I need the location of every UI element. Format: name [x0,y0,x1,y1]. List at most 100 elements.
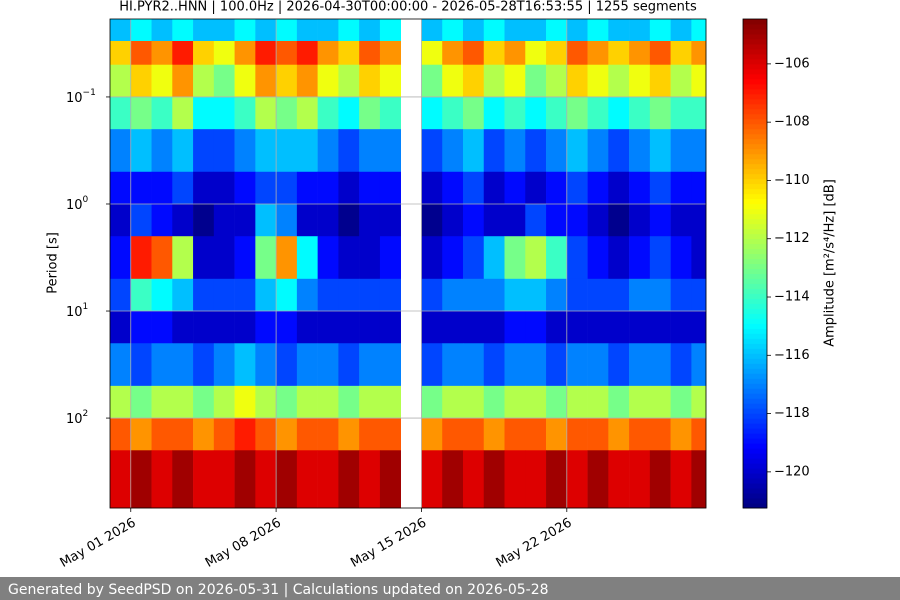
cell [462,450,485,509]
cell [151,343,173,387]
cell [255,64,277,98]
cell [110,40,132,66]
cell [483,418,505,451]
colorbar-segment [743,138,767,145]
cell [359,278,381,312]
cell [193,129,215,173]
y-tick-exponent: −1 [83,87,96,97]
cell [691,343,707,387]
y-tick-exponent: 0 [83,194,89,204]
colorbar-segment [743,308,767,314]
colorbar-segment [743,63,767,70]
cell [649,40,671,66]
cell [525,40,547,66]
cell [213,311,235,344]
colorbar-segment [743,68,767,75]
cell [317,40,339,66]
cell [691,450,707,509]
cell [421,64,443,98]
cell [462,278,485,312]
colorbar-segment [743,48,767,55]
cell [421,203,443,237]
cell [110,278,132,312]
cell [566,19,588,42]
cell [359,343,381,387]
cell [629,311,651,344]
cell [338,418,360,451]
cell [608,418,630,451]
cell [338,40,360,66]
cell [691,418,707,451]
cell [338,343,360,387]
colorbar-segment [743,288,767,294]
cell [649,236,671,280]
cell [462,385,485,419]
cell [359,171,381,205]
cell [670,236,692,280]
cell [359,203,381,237]
cell [587,343,609,387]
cell [546,385,568,419]
cell [525,19,547,42]
cell [421,129,443,173]
cell [421,278,443,312]
cell [504,450,526,509]
colorbar-segment [743,268,767,274]
cell [338,19,360,42]
cell [649,450,671,509]
cell [317,278,339,312]
cell [566,278,588,312]
colorbar-segment [743,83,767,90]
cell [172,418,194,451]
cell [379,40,401,66]
cell [255,343,277,387]
cell [151,311,173,344]
cell [421,343,443,387]
cell [504,418,526,451]
colorbar-segment [743,93,767,100]
cell [442,450,464,509]
cell [608,96,630,130]
colorbar-frame [742,18,768,509]
colorbar-segment [743,278,767,284]
colorbar-segment [743,28,767,35]
cell [421,19,443,42]
cell [587,64,609,98]
cell [525,129,547,173]
cell [359,418,381,451]
cell [691,311,707,344]
cell [442,385,464,419]
cell [213,129,235,173]
cell [504,343,526,387]
cell [130,385,152,419]
footer-bar [0,577,900,600]
cell [193,311,215,344]
cell [172,278,194,312]
cell [110,236,132,280]
y-tick-label: 100 [66,194,89,212]
cell [213,418,235,451]
cell [255,19,277,42]
colorbar-segment [743,213,767,220]
cell [213,96,235,130]
cell [130,40,152,66]
cell [130,171,152,205]
cell [629,171,651,205]
cell [587,236,609,280]
cell [193,343,215,387]
cell [359,129,381,173]
cell [442,236,464,280]
cell [421,311,443,344]
cell [379,96,401,130]
colorbar-segment [743,19,767,25]
cell [317,96,339,130]
cell [587,171,609,205]
cell [234,129,256,173]
colorbar-segment [743,448,767,454]
cell [587,418,609,451]
cell [629,385,651,419]
cell [110,311,132,344]
cell [130,343,152,387]
colorbar-tick-label: −112 [774,231,810,246]
